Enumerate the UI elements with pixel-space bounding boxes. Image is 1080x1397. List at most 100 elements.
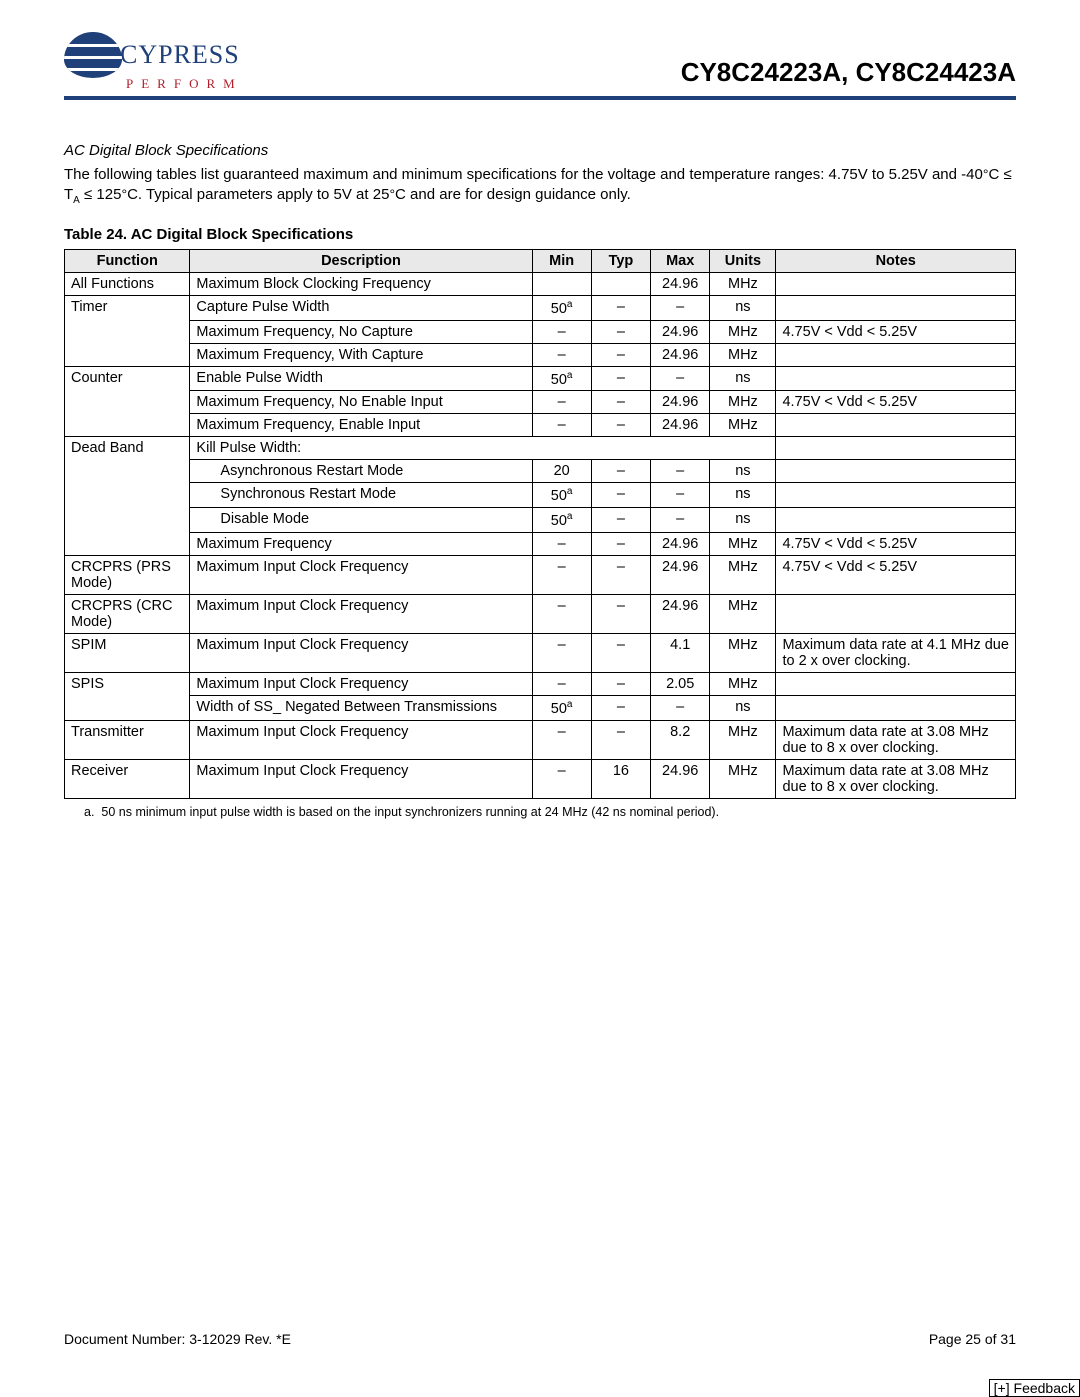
cell-typ: 16 — [591, 759, 650, 798]
cell-notes — [776, 696, 1016, 721]
table-header-row: Function Description Min Typ Max Units N… — [65, 249, 1016, 272]
cell-min: 50a — [532, 508, 591, 533]
cell-min: – — [532, 673, 591, 696]
cell-notes: 4.75V < Vdd < 5.25V — [776, 391, 1016, 414]
feedback-button[interactable]: [+] Feedback — [989, 1379, 1080, 1397]
logo: CYPRESS PERFORM — [64, 32, 243, 92]
cell-function: CRCPRS (PRS Mode) — [65, 556, 190, 595]
cell-description: Synchronous Restart Mode — [190, 483, 532, 508]
cell-units: ns — [710, 295, 776, 320]
cell-description: Maximum Block Clocking Frequency — [190, 272, 532, 295]
cell-typ: – — [591, 414, 650, 437]
page-number: Page 25 of 31 — [929, 1331, 1016, 1347]
cell-description: Maximum Frequency, No Enable Input — [190, 391, 532, 414]
table-row: Width of SS_ Negated Between Transmissio… — [65, 696, 1016, 721]
cell-units: MHz — [710, 720, 776, 759]
cell-typ: – — [591, 460, 650, 483]
cell-units: MHz — [710, 272, 776, 295]
cell-notes: Maximum data rate at 4.1 MHz due to 2 x … — [776, 634, 1016, 673]
col-notes: Notes — [776, 249, 1016, 272]
cell-description: Maximum Input Clock Frequency — [190, 556, 532, 595]
cell-typ: – — [591, 391, 650, 414]
cell-typ: – — [591, 533, 650, 556]
brand-tagline: PERFORM — [126, 76, 243, 92]
cell-units: MHz — [710, 391, 776, 414]
cell-description: Maximum Input Clock Frequency — [190, 595, 532, 634]
cell-function: SPIM — [65, 634, 190, 673]
cell-notes — [776, 460, 1016, 483]
col-min: Min — [532, 249, 591, 272]
cell-min: – — [532, 556, 591, 595]
col-function: Function — [65, 249, 190, 272]
cell-typ: – — [591, 295, 650, 320]
cell-min: 50a — [532, 295, 591, 320]
cell-typ: – — [591, 696, 650, 721]
table-row: Maximum Frequency, Enable Input––24.96MH… — [65, 414, 1016, 437]
col-typ: Typ — [591, 249, 650, 272]
table-row: CRCPRS (CRC Mode)Maximum Input Clock Fre… — [65, 595, 1016, 634]
intro-end: C and are for design guidance only. — [395, 186, 631, 203]
cell-min: – — [532, 759, 591, 798]
cell-description: Width of SS_ Negated Between Transmissio… — [190, 696, 532, 721]
spec-table: Function Description Min Typ Max Units N… — [64, 249, 1016, 799]
intro-text: The following tables list guaranteed max… — [64, 166, 983, 183]
cell-function: All Functions — [65, 272, 190, 295]
cell-max: 24.96 — [651, 320, 710, 343]
cell-description: Maximum Input Clock Frequency — [190, 720, 532, 759]
cell-description: Disable Mode — [190, 508, 532, 533]
cell-typ: – — [591, 483, 650, 508]
cell-min — [532, 272, 591, 295]
cell-min: 50a — [532, 483, 591, 508]
cell-notes — [776, 483, 1016, 508]
cell-min: – — [532, 533, 591, 556]
cell-units: MHz — [710, 320, 776, 343]
cell-units: ns — [710, 696, 776, 721]
col-max: Max — [651, 249, 710, 272]
cell-function: Counter — [65, 366, 190, 437]
cell-typ: – — [591, 320, 650, 343]
cell-description: Asynchronous Restart Mode — [190, 460, 532, 483]
table-row: Maximum Frequency, With Capture––24.96MH… — [65, 343, 1016, 366]
table-row: CounterEnable Pulse Width50a––ns — [65, 366, 1016, 391]
cell-typ: – — [591, 634, 650, 673]
cell-units: ns — [710, 483, 776, 508]
table-row: SPISMaximum Input Clock Frequency––2.05M… — [65, 673, 1016, 696]
cell-notes — [776, 437, 1016, 460]
cell-function: Receiver — [65, 759, 190, 798]
cell-min: 50a — [532, 696, 591, 721]
intro-sub: A — [73, 195, 80, 206]
cell-function: SPIS — [65, 673, 190, 721]
cell-function: Transmitter — [65, 720, 190, 759]
cell-max: – — [651, 508, 710, 533]
col-description: Description — [190, 249, 532, 272]
cell-units: MHz — [710, 759, 776, 798]
cell-notes: 4.75V < Vdd < 5.25V — [776, 320, 1016, 343]
table-row: Maximum Frequency, No Capture––24.96MHz4… — [65, 320, 1016, 343]
page-footer: Document Number: 3-12029 Rev. *E Page 25… — [64, 1331, 1016, 1347]
cell-notes — [776, 295, 1016, 320]
cell-description: Maximum Input Clock Frequency — [190, 634, 532, 673]
cell-description: Maximum Frequency, No Capture — [190, 320, 532, 343]
cell-min: – — [532, 391, 591, 414]
globe-icon — [64, 32, 122, 78]
col-units: Units — [710, 249, 776, 272]
brand-name: CYPRESS — [120, 40, 240, 70]
table-row: Disable Mode50a––ns — [65, 508, 1016, 533]
cell-max: 4.1 — [651, 634, 710, 673]
cell-min: – — [532, 414, 591, 437]
table-row: TransmitterMaximum Input Clock Frequency… — [65, 720, 1016, 759]
cell-description: Maximum Frequency, Enable Input — [190, 414, 532, 437]
cell-description: Maximum Input Clock Frequency — [190, 673, 532, 696]
cell-units: MHz — [710, 414, 776, 437]
cell-typ: – — [591, 595, 650, 634]
cell-function: Timer — [65, 295, 190, 366]
cell-max: 24.96 — [651, 759, 710, 798]
cell-min: – — [532, 343, 591, 366]
cell-max: – — [651, 483, 710, 508]
cell-max: 24.96 — [651, 533, 710, 556]
cell-min: – — [532, 595, 591, 634]
cell-typ: – — [591, 673, 650, 696]
table-caption: Table 24. AC Digital Block Specification… — [64, 226, 1016, 243]
cell-typ: – — [591, 343, 650, 366]
cell-typ: – — [591, 556, 650, 595]
